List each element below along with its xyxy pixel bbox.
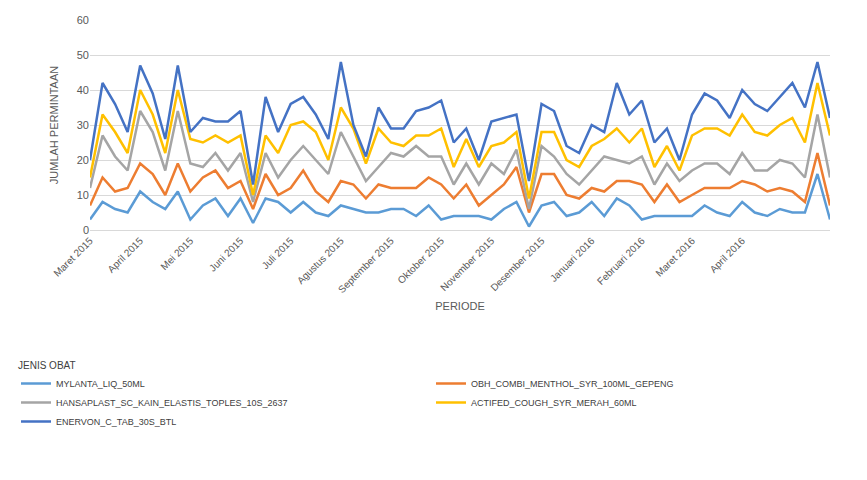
svg-text:Maret 2016: Maret 2016	[653, 235, 697, 279]
svg-text:20: 20	[77, 154, 89, 166]
svg-text:Februari 2016: Februari 2016	[595, 235, 647, 287]
svg-text:November 2015: November 2015	[438, 235, 496, 293]
svg-text:Januari 2016: Januari 2016	[548, 235, 597, 284]
svg-text:April 2016: April 2016	[708, 235, 748, 275]
svg-text:Mei 2015: Mei 2015	[158, 235, 195, 272]
svg-text:0: 0	[83, 224, 89, 236]
svg-text:MYLANTA_LIQ_50ML: MYLANTA_LIQ_50ML	[56, 379, 145, 389]
svg-text:Oktober 2015: Oktober 2015	[396, 235, 447, 286]
svg-text:Juli 2015: Juli 2015	[260, 235, 296, 271]
svg-text:PERIODE: PERIODE	[435, 300, 485, 312]
svg-text:Juni 2015: Juni 2015	[207, 235, 246, 274]
svg-text:ACTIFED_COUGH_SYR_MERAH_60ML: ACTIFED_COUGH_SYR_MERAH_60ML	[471, 398, 637, 408]
svg-text:JENIS OBAT: JENIS OBAT	[18, 360, 76, 371]
svg-text:OBH_COMBI_MENTHOL_SYR_100ML_GE: OBH_COMBI_MENTHOL_SYR_100ML_GEPENG	[471, 379, 674, 389]
svg-text:HANSAPLAST_SC_KAIN_ELASTIS_TOP: HANSAPLAST_SC_KAIN_ELASTIS_TOPLES_10S_26…	[56, 398, 287, 408]
svg-text:Agustus 2015: Agustus 2015	[295, 235, 346, 286]
svg-text:40: 40	[77, 84, 89, 96]
svg-text:30: 30	[77, 119, 89, 131]
svg-text:September 2015: September 2015	[336, 235, 396, 295]
svg-text:50: 50	[77, 49, 89, 61]
svg-text:April 2015: April 2015	[105, 235, 145, 275]
svg-text:Desember 2015: Desember 2015	[488, 235, 546, 293]
svg-text:ENERVON_C_TAB_30S_BTL: ENERVON_C_TAB_30S_BTL	[56, 417, 176, 427]
svg-text:JUMLAH PERMINTAAN: JUMLAH PERMINTAAN	[48, 66, 60, 184]
svg-text:Maret 2015: Maret 2015	[51, 235, 95, 279]
svg-text:60: 60	[77, 14, 89, 26]
svg-text:10: 10	[77, 189, 89, 201]
